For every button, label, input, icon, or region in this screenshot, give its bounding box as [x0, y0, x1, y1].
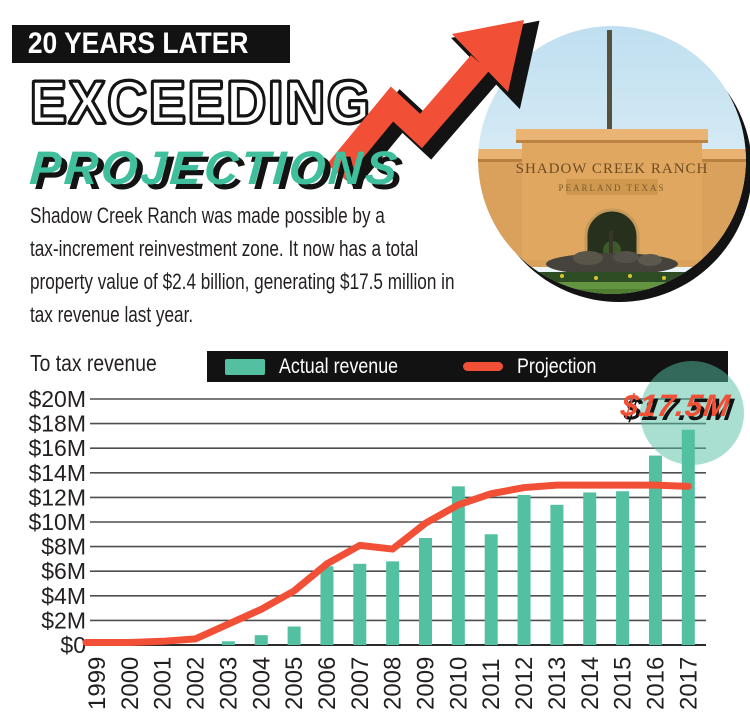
- bar-2014: [583, 492, 597, 645]
- y-tick-label: $10M: [28, 509, 86, 535]
- chart-axis-label: To tax revenue: [30, 350, 157, 376]
- ranch-photo: SHADOW CREEK RANCH PEARLAND TEXAS: [478, 26, 746, 294]
- projection-line: [82, 481, 692, 647]
- x-tick-label: 2016: [642, 657, 669, 710]
- y-tick-label: $16M: [28, 435, 86, 461]
- y-tick-label: $20M: [28, 386, 86, 412]
- y-tick-label: $8M: [41, 534, 86, 560]
- x-tick-label: 2005: [281, 657, 308, 710]
- intro-line: Shadow Creek Ranch was made possible by …: [30, 203, 385, 228]
- title-projections: PROJECTIONS: [28, 141, 402, 194]
- x-tick-label: 2004: [248, 657, 275, 710]
- x-tick-label: 2014: [577, 657, 604, 710]
- x-axis-labels: 1999 2000 2001 2002 2003 2004 2005 2006 2007 2008…: [84, 657, 702, 710]
- y-tick-label: $4M: [41, 583, 86, 609]
- y-tick-label: $12M: [28, 484, 86, 510]
- y-tick-label: $2M: [41, 607, 86, 633]
- x-tick-label: 2010: [445, 657, 472, 710]
- x-tick-label: 2013: [544, 657, 571, 710]
- y-tick-label: $14M: [28, 460, 86, 486]
- shrubs: [478, 272, 746, 283]
- y-tick-label: $0: [60, 632, 86, 658]
- y-axis-labels: $20M$18M$16M$14M$12M$10M$8M$6M$4M$2M$0: [28, 386, 86, 658]
- intro-line: property value of $2.4 billion, generati…: [30, 269, 455, 294]
- banner-text: 20 YEARS LATER: [27, 27, 249, 60]
- bar-2006: [320, 566, 334, 645]
- sign-subtitle: PEARLAND TEXAS: [558, 183, 665, 193]
- intro-line: tax-increment reinvestment zone. It now …: [30, 236, 419, 261]
- bar-2010: [451, 486, 465, 645]
- bar-2009: [419, 537, 432, 645]
- bar-2004: [254, 635, 268, 645]
- gridlines: [90, 398, 706, 646]
- x-tick-label: 2007: [347, 657, 374, 710]
- legend-swatch-actual: [225, 358, 265, 375]
- chart-legend: Actual revenue Projection: [207, 351, 728, 382]
- bar-2011: [484, 534, 498, 645]
- x-tick-label: 2011: [478, 658, 505, 710]
- x-tick-label: 2017: [675, 657, 702, 710]
- bar-2016: [648, 455, 662, 645]
- intro-line: tax revenue last year.: [30, 302, 194, 327]
- title-exceeding: EXCEEDING: [29, 68, 372, 138]
- x-tick-label: 1999: [84, 657, 111, 710]
- legend-label-projection: Projection: [517, 354, 597, 378]
- banner: 20 YEARS LATER: [12, 25, 290, 63]
- y-tick-label: $18M: [28, 411, 86, 437]
- bar-2012: [517, 494, 531, 645]
- x-tick-label: 2015: [610, 657, 637, 710]
- x-tick-label: 2009: [413, 657, 440, 710]
- x-tick-label: 2001: [150, 657, 177, 710]
- x-tick-label: 2002: [183, 657, 210, 710]
- bar-2005: [287, 626, 301, 645]
- bar-2003: [221, 641, 235, 645]
- x-tick-label: 2012: [511, 657, 538, 710]
- intro-paragraph: Shadow Creek Ranch was made possible by …: [30, 199, 574, 331]
- legend-label-actual: Actual revenue: [279, 354, 399, 378]
- callout-value: $17.5M: [618, 388, 733, 423]
- sign-title: SHADOW CREEK RANCH: [516, 161, 709, 177]
- legend-dash-projection: [463, 362, 504, 371]
- y-tick-label: $6M: [41, 558, 86, 584]
- bar-2007: [353, 563, 367, 645]
- x-tick-label: 2006: [314, 657, 341, 710]
- x-tick-label: 2003: [215, 657, 242, 710]
- x-tick-label: 2000: [117, 657, 144, 710]
- bars-actual-revenue: [221, 429, 695, 645]
- bar-2013: [550, 504, 564, 645]
- bar-2015: [616, 491, 630, 645]
- bar-2008: [386, 561, 400, 645]
- x-tick-label: 2008: [380, 657, 407, 710]
